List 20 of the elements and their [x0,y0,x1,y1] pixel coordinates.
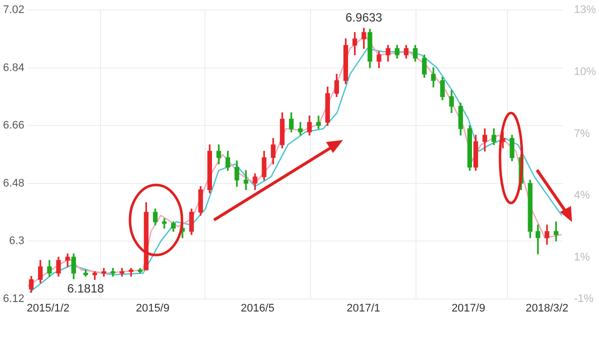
y-tick-label: 6.12 [2,292,24,305]
x-tick-label: 2017/1 [346,302,380,314]
y2-tick-label: 13% [574,4,596,16]
y-tick-label: 6.84 [2,62,24,74]
y-tick-label: 7.02 [2,4,24,16]
y-tick-label: 6.48 [2,177,24,190]
y2-tick-label: 10% [574,66,596,78]
annotation: 6.9633 [346,10,383,25]
x-tick-label: 2016/5 [240,302,274,314]
x-tick-label: 2015/9 [136,302,170,314]
y2-tick-label: 4% [574,190,590,202]
x-tick-label: 2018/3/2 [526,302,568,314]
y-tick-label: 6.66 [2,120,24,132]
y2-tick-label: -1% [574,292,594,305]
annotation: 6.1818 [67,281,104,296]
y2-tick-label: 1% [574,252,590,264]
y-tick-label: 6.3 [9,235,24,248]
x-tick-label: 2015/1/2 [26,302,70,314]
y2-tick-label: 7% [574,128,590,140]
x-tick-label: 2017/9 [452,302,486,314]
